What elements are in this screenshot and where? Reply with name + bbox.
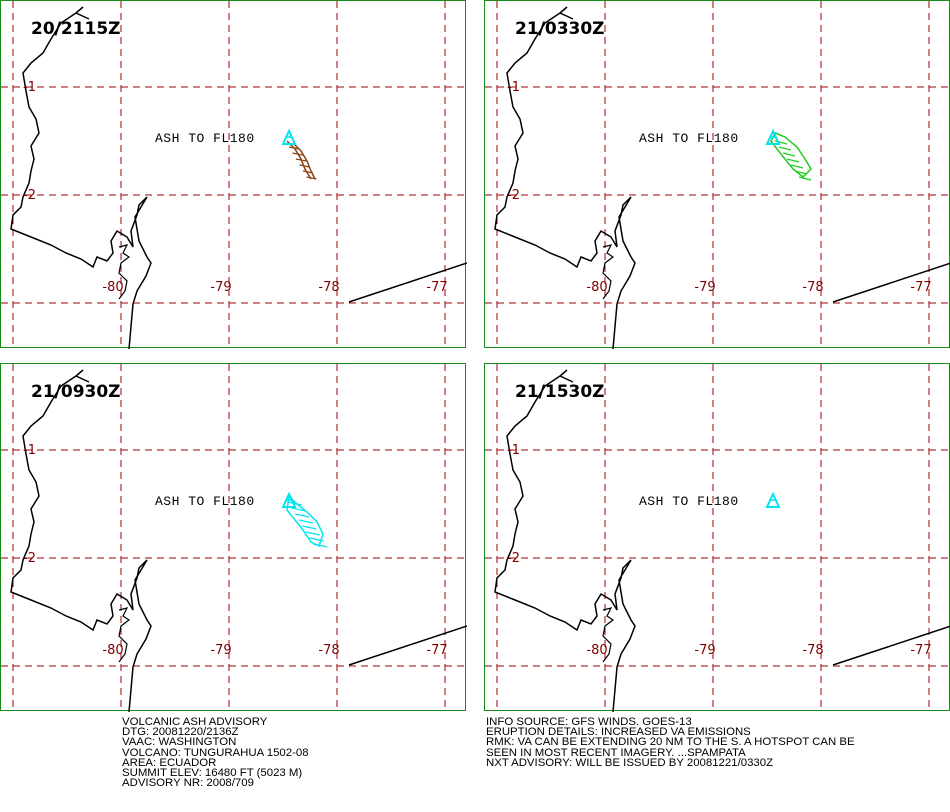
- latitude-label: -1: [23, 80, 36, 95]
- map-panel-2: -80 -79 -78 -77 -1 -2 21/0330Z ASH TO FL180: [484, 0, 950, 349]
- ash-hatch: [778, 146, 792, 151]
- map-canvas: -80 -79 -78 -77 -1 -2: [1, 364, 467, 712]
- advisory-line: VOLCANO: TUNGURAHUA 1502-08: [122, 746, 309, 759]
- coastline: [494, 12, 636, 349]
- border-line: [832, 262, 950, 303]
- ash-hatch: [295, 513, 310, 518]
- longitude-label: -80: [102, 643, 123, 658]
- ash-hatch: [786, 158, 800, 163]
- ash-label: ASH TO FL180: [639, 494, 739, 509]
- coastline-island: [118, 244, 131, 300]
- longitude-label: -79: [210, 643, 231, 658]
- latitude-label: -2: [23, 551, 36, 566]
- longitude-label: -78: [802, 280, 823, 295]
- coastline: [10, 375, 152, 712]
- ash-hatch: [309, 537, 324, 542]
- coastline-tip: [559, 369, 574, 383]
- latitude-label: -2: [507, 551, 520, 566]
- ash-hatch: [782, 152, 796, 157]
- coastline-island: [602, 244, 615, 300]
- latitude-label: -1: [507, 80, 520, 95]
- latitude-label: -2: [23, 188, 36, 203]
- ash-hatch: [313, 543, 328, 548]
- ash-hatch: [302, 525, 317, 530]
- panel-time: 20/2115Z: [31, 19, 121, 39]
- map-panel-3: -80 -79 -78 -77 -1 -2 21/0930Z ASH TO FL180: [0, 363, 467, 712]
- advisory-left: VOLCANIC ASH ADVISORY DTG: 20081220/2136…: [122, 716, 309, 790]
- latitude-label: -1: [23, 443, 36, 458]
- longitude-label: -80: [586, 280, 607, 295]
- longitude-label: -78: [318, 280, 339, 295]
- longitude-label: -77: [910, 280, 931, 295]
- longitude-label: -78: [802, 643, 823, 658]
- ash-hatch: [295, 158, 307, 162]
- longitude-label: -79: [694, 280, 715, 295]
- latitude-label: -2: [507, 188, 520, 203]
- ash-hatch: [287, 501, 303, 506]
- map-panel-4: -80 -79 -78 -77 -1 -2 21/1530Z ASH TO FL180: [484, 363, 950, 712]
- ash-hatch: [299, 164, 310, 168]
- panel-time: 21/0930Z: [31, 382, 121, 402]
- advisory-right: INFO SOURCE: GFS WINDS. GOES-13 ERUPTION…: [486, 716, 855, 769]
- ash-hatch: [298, 519, 313, 524]
- panel-time: 21/1530Z: [515, 382, 605, 402]
- advisory-line: RMK: VA CAN BE EXTENDING 20 NM TO THE S.…: [486, 736, 855, 749]
- ash-cloud: [770, 132, 812, 179]
- panel-time: 21/0330Z: [515, 19, 605, 39]
- ash-label: ASH TO FL180: [155, 494, 255, 509]
- advisory-line: VAAC: WASHINGTON: [122, 736, 237, 749]
- map-canvas: -80 -79 -78 -77 -1 -2: [1, 1, 467, 349]
- ash-hatch: [305, 531, 321, 536]
- ash-hatch: [790, 164, 804, 169]
- ash-hatch: [302, 170, 314, 174]
- coastline-island: [118, 607, 131, 663]
- ash-hatch: [794, 170, 808, 175]
- border-line: [348, 262, 467, 303]
- ash-hatch: [306, 176, 317, 180]
- ash-hatch: [291, 507, 306, 512]
- latitude-label: -1: [507, 443, 520, 458]
- advisory-line: SUMMIT ELEV: 16480 FT (5023 M): [122, 766, 303, 779]
- longitude-label: -80: [586, 643, 607, 658]
- advisory-line: DTG: 20081220/2136Z: [122, 726, 239, 739]
- longitude-label: -79: [210, 280, 231, 295]
- advisory-line: INFO SOURCE: GFS WINDS. GOES-13: [486, 716, 692, 728]
- longitude-label: -78: [318, 643, 339, 658]
- advisory-line: NXT ADVISORY: WILL BE ISSUED BY 20081221…: [486, 756, 774, 769]
- ash-hatch: [798, 176, 812, 181]
- coastline-tip: [75, 6, 90, 20]
- coastline: [10, 12, 152, 349]
- advisory-line: SEEN IN MOST RECENT IMAGERY. ...SPAMPATA: [486, 746, 746, 759]
- ash-hatch: [292, 152, 303, 156]
- border-line: [832, 625, 950, 666]
- ash-label: ASH TO FL180: [639, 131, 739, 146]
- longitude-label: -79: [694, 643, 715, 658]
- ash-hatch: [288, 146, 300, 150]
- advisory-line: AREA: ECUADOR: [122, 756, 217, 769]
- coastline-tip: [559, 6, 574, 20]
- longitude-label: -77: [910, 643, 931, 658]
- ash-label: ASH TO FL180: [155, 131, 255, 146]
- longitude-label: -77: [426, 643, 447, 658]
- advisory-line: ADVISORY NR: 2008/709: [122, 777, 254, 790]
- advisory-line: ERUPTION DETAILS: INCREASED VA EMISSIONS: [486, 726, 751, 739]
- map-canvas: -80 -79 -78 -77 -1 -2: [485, 364, 950, 712]
- ash-cloud: [286, 494, 324, 548]
- longitude-label: -80: [102, 280, 123, 295]
- coastline: [494, 375, 636, 712]
- longitude-label: -77: [426, 280, 447, 295]
- coastline-island: [602, 607, 615, 663]
- coastline-tip: [75, 369, 90, 383]
- map-canvas: -80 -79 -78 -77 -1 -2: [485, 1, 950, 349]
- advisory-line: VOLCANIC ASH ADVISORY: [122, 716, 268, 728]
- map-panel-1: -80 -79 -78 -77 -1 -2 20/2115Z ASH TO FL180: [0, 0, 467, 349]
- border-line: [348, 625, 467, 666]
